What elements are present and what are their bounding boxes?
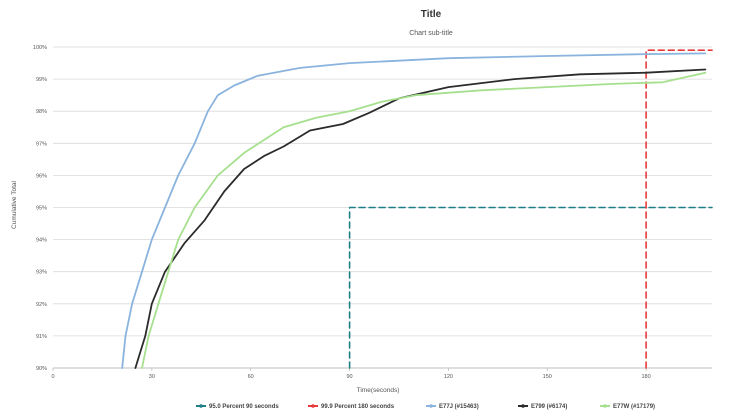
x-tick-label: 180 [642,374,651,380]
y-tick-label: 91% [36,334,47,340]
axes: 90% 91% 92% 93% 94% 95% 96% 97% 98% 99% 100% 0 30 60 9… [33,45,712,380]
x-tick-label: 150 [543,374,552,380]
series-line-3 [121,52,707,369]
x-tick-label: 30 [149,374,155,380]
y-axis-title: Cumulative Total [11,180,18,228]
y-tick-label: 92% [36,302,47,308]
y-tick-label: 98% [36,109,47,115]
legend-marker-4 [521,404,525,408]
y-tick-label: 90% [36,366,47,372]
legend-marker-1 [199,404,203,408]
x-axis-title: Time(seconds) [357,387,400,394]
x-tick-label: 60 [248,374,254,380]
series-line-2 [645,49,713,369]
legend-marker-5 [603,404,607,408]
legend-label-3: E77J (#15463) [439,404,479,410]
chart-title: Title [421,9,442,20]
series-line-4 [134,68,707,369]
x-tick-label: 120 [444,374,453,380]
y-tick-label: 93% [36,270,47,276]
y-tick-label: 95% [36,206,47,212]
legend-label-1: 95.0 Percent 90 seconds [209,404,279,410]
x-tick-label: 90 [346,374,352,380]
series-line-1 [348,206,713,369]
series-line-5 [141,71,707,369]
y-tick-label: 97% [36,141,47,147]
legend-marker-2 [311,404,315,408]
y-tick-label: 94% [36,238,47,244]
y-tick-label: 99% [36,77,47,83]
chart-subtitle: Chart sub-title [409,30,453,37]
legend-label-5: E77W (#17179) [613,404,655,410]
legend-marker-3 [429,404,433,408]
legend-label-2: 99.9 Percent 180 seconds [321,404,395,410]
y-tick-label: 96% [36,173,47,179]
legend: 95.0 Percent 90 seconds 99.9 Percent 180 … [196,404,655,410]
series-lines [121,49,713,369]
x-tick-label: 0 [51,374,54,380]
legend-label-4: E799 (#6174) [531,404,567,410]
y-tick-label: 100% [33,45,47,51]
